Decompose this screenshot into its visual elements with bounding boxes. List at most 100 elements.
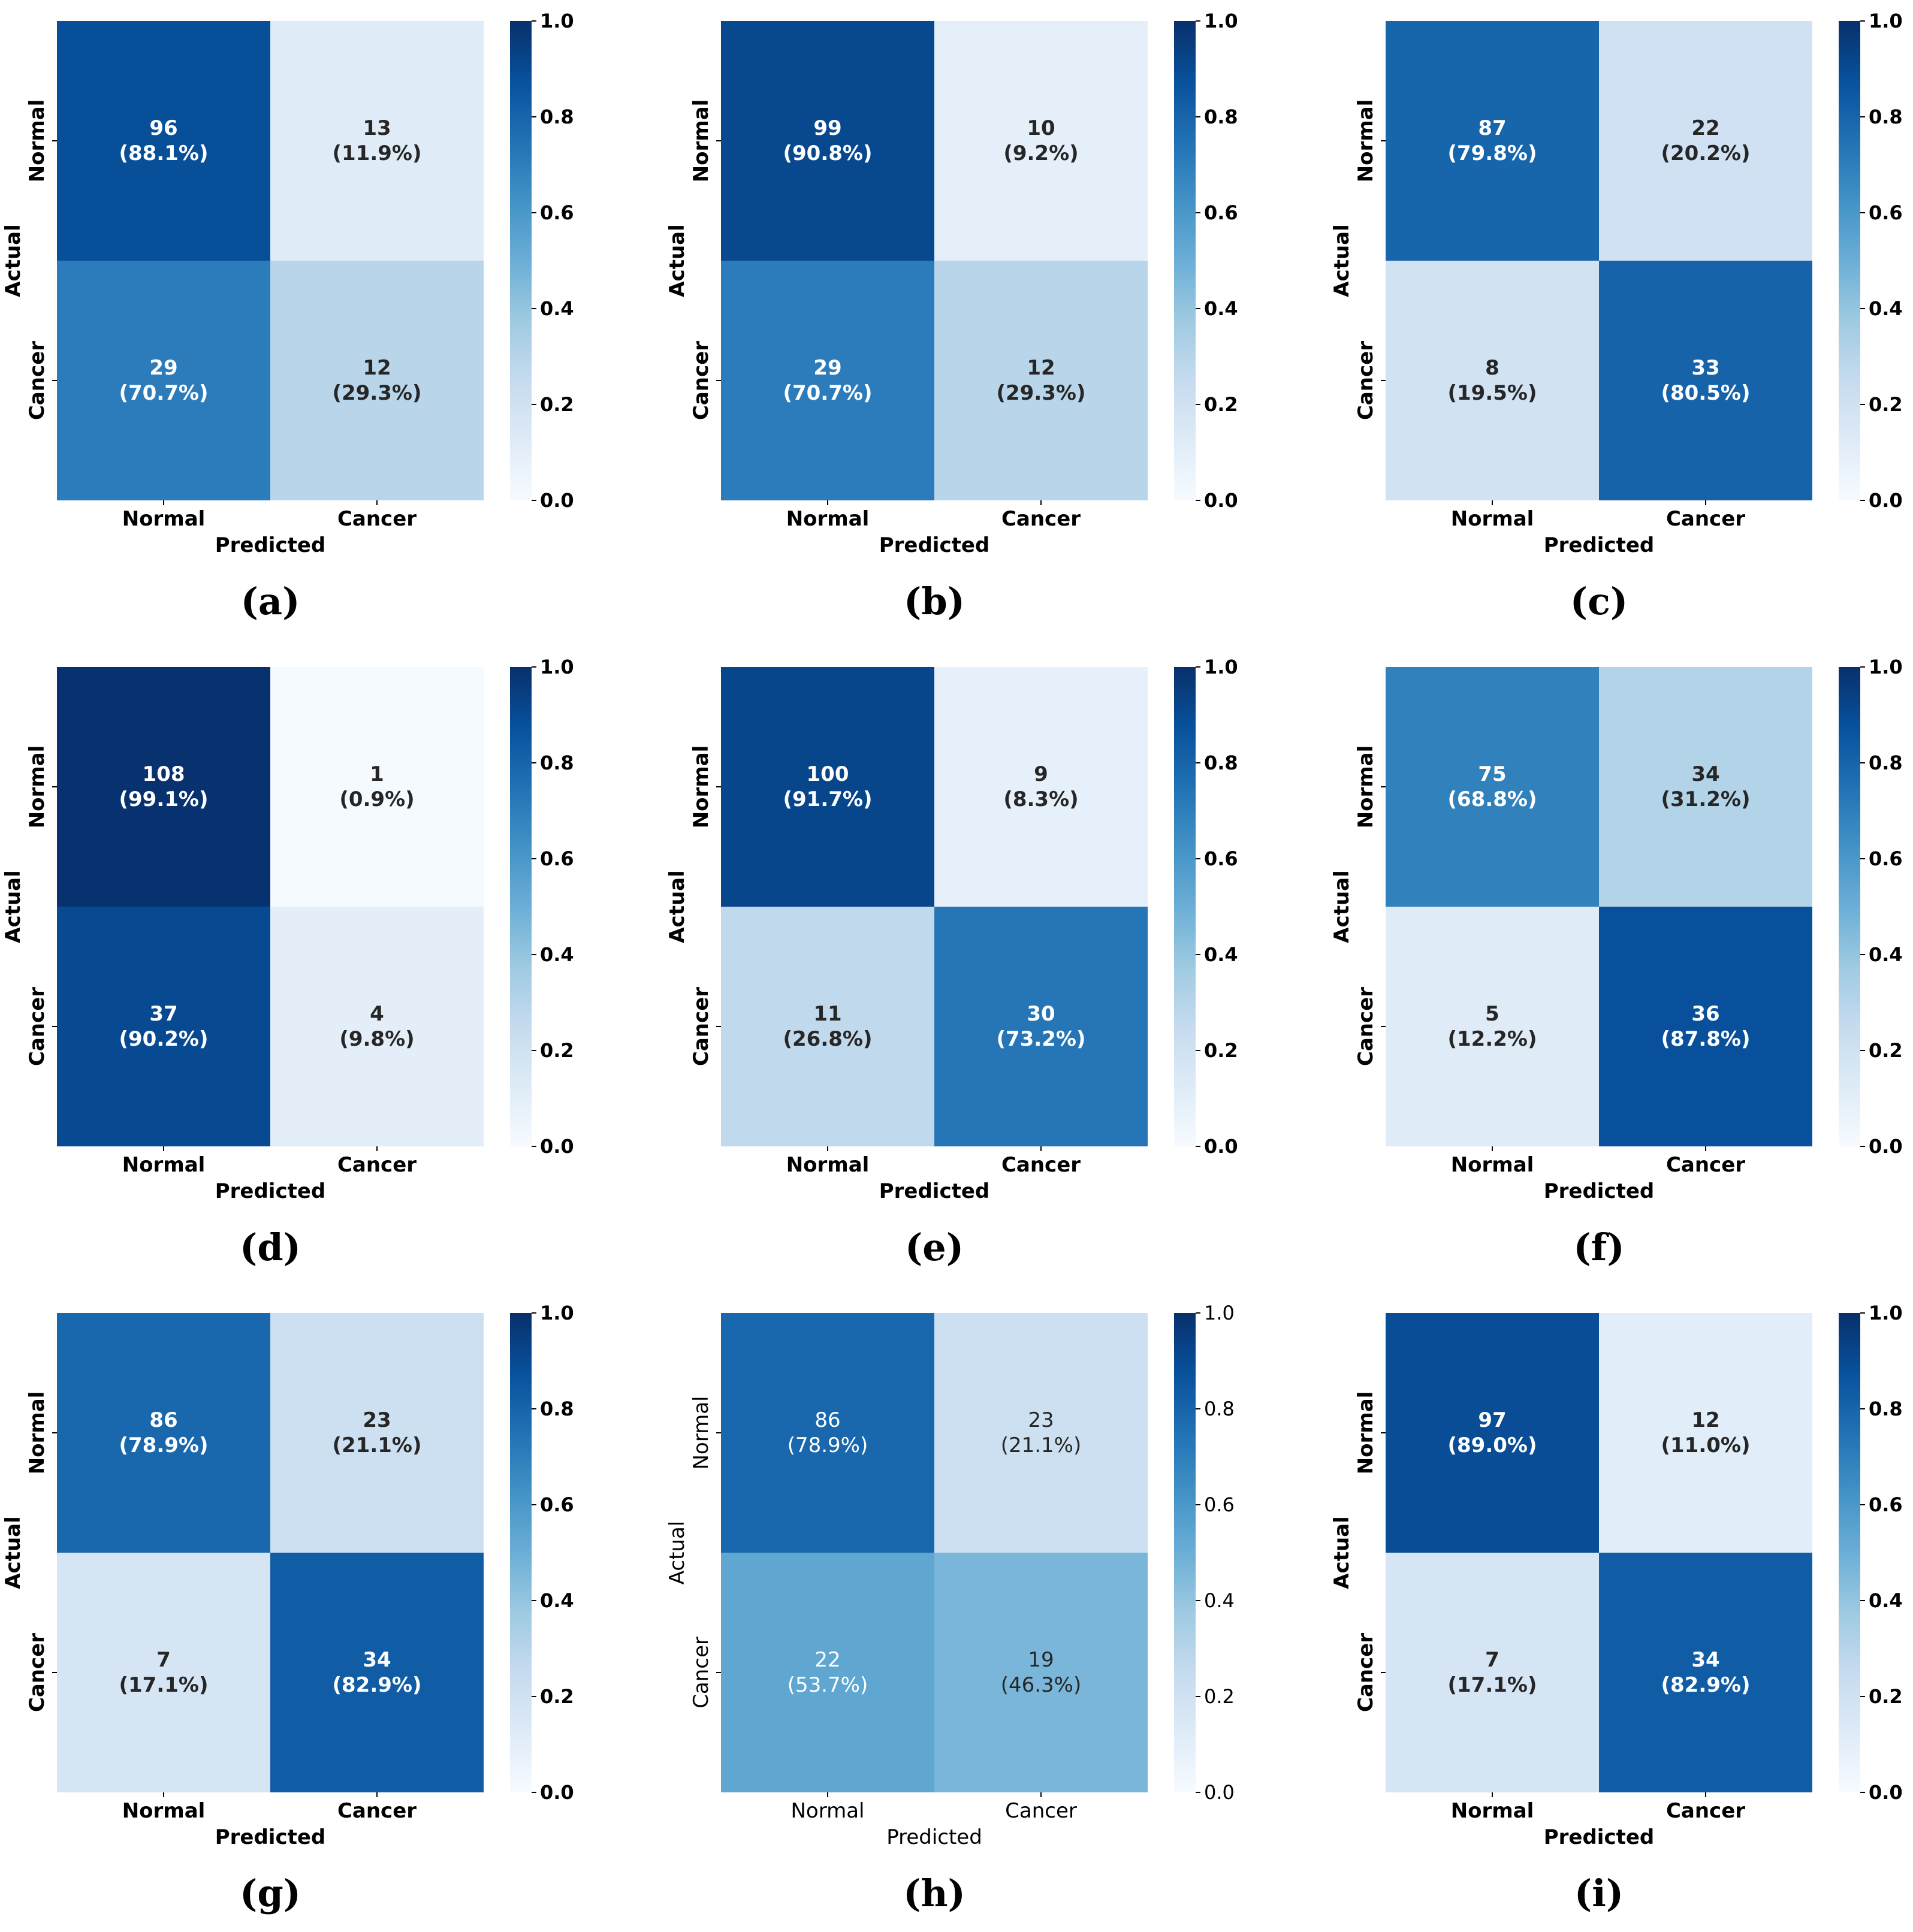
heatmap-cell: [1386, 1553, 1599, 1792]
panel-label: (i): [1574, 1871, 1624, 1915]
y-tick-label: Normal: [689, 1396, 713, 1469]
colorbar-tick-label: 0.0: [540, 489, 574, 512]
y-tick-label: Normal: [689, 745, 713, 829]
heatmap-cell: [270, 1313, 484, 1553]
cell-percent-label: (90.8%): [783, 141, 872, 165]
colorbar-tick-label: 0.2: [1869, 393, 1903, 416]
cell-count-label: 96: [149, 116, 177, 140]
cell-percent-label: (29.3%): [996, 381, 1085, 405]
colorbar-tick-label: 0.0: [1869, 1781, 1903, 1804]
cell-percent-label: (89.0%): [1447, 1433, 1537, 1457]
heatmap-cell: [1599, 907, 1812, 1146]
y-tick-label: Normal: [25, 1391, 49, 1475]
x-axis-label: Predicted: [879, 1179, 990, 1203]
x-tick-label: Cancer: [1666, 507, 1745, 531]
colorbar-tick-label: 1.0: [1204, 1302, 1235, 1324]
cell-percent-label: (12.2%): [1447, 1027, 1537, 1051]
heatmap-cell: [270, 667, 484, 907]
cell-count-label: 34: [1691, 762, 1719, 786]
cell-count-label: 97: [1478, 1408, 1506, 1432]
cell-count-label: 7: [1485, 1648, 1499, 1672]
y-tick-label: Normal: [25, 745, 49, 829]
colorbar-tick-label: 0.0: [1869, 489, 1903, 512]
cell-count-label: 34: [1691, 1648, 1719, 1672]
cell-count-label: 5: [1485, 1002, 1499, 1026]
colorbar-tick-label: 1.0: [540, 656, 574, 678]
x-axis-label: Predicted: [1544, 1825, 1655, 1849]
colorbar: [510, 667, 532, 1146]
colorbar-tick-label: 0.2: [1204, 1039, 1238, 1062]
colorbar-tick-label: 0.0: [1204, 1781, 1235, 1804]
cell-count-label: 86: [149, 1408, 177, 1432]
heatmap-cell: [721, 1313, 934, 1553]
y-tick-label: Normal: [25, 99, 49, 183]
cell-count-label: 33: [1691, 356, 1719, 380]
cell-count-label: 30: [1027, 1002, 1055, 1026]
colorbar-tick-label: 0.2: [1869, 1685, 1903, 1708]
x-tick-label: Normal: [790, 1799, 864, 1823]
y-axis-label: Actual: [665, 870, 689, 943]
x-axis-label: Predicted: [886, 1825, 982, 1849]
panel-label: (d): [240, 1225, 301, 1269]
cell-percent-label: (11.0%): [1661, 1433, 1750, 1457]
cell-count-label: 12: [1691, 1408, 1719, 1432]
y-tick-label: Cancer: [1354, 341, 1378, 420]
colorbar-tick-label: 0.2: [540, 1039, 574, 1062]
heatmap-cell: [721, 907, 934, 1146]
cell-percent-label: (9.8%): [339, 1027, 414, 1051]
x-axis-label: Predicted: [215, 1825, 326, 1849]
heatmap-cell: [934, 21, 1148, 261]
y-axis-label: Actual: [1, 1516, 25, 1589]
x-tick-label: Cancer: [1666, 1799, 1745, 1823]
cell-percent-label: (68.8%): [1447, 787, 1537, 811]
colorbar-tick-label: 0.4: [1869, 1589, 1903, 1612]
cell-count-label: 19: [1028, 1648, 1054, 1672]
cell-count-label: 36: [1691, 1002, 1719, 1026]
y-axis-label: Actual: [1, 870, 25, 943]
cell-count-label: 1: [370, 762, 384, 786]
colorbar-tick-label: 1.0: [540, 1302, 574, 1324]
heatmap-cell: [1599, 667, 1812, 907]
heatmap-cell: [721, 21, 934, 261]
y-tick-label: Cancer: [1354, 1633, 1378, 1712]
y-axis-label: Actual: [1330, 224, 1354, 297]
cell-percent-label: (70.7%): [119, 381, 208, 405]
colorbar-tick-label: 0.2: [540, 393, 574, 416]
heatmap-cell: [57, 667, 270, 907]
cell-count-label: 12: [363, 356, 391, 380]
heatmap-cell: [57, 21, 270, 261]
x-tick-label: Cancer: [337, 1799, 417, 1823]
cell-percent-label: (82.9%): [1661, 1673, 1750, 1697]
cell-count-label: 11: [813, 1002, 841, 1026]
heatmap-cell: [57, 261, 270, 500]
colorbar: [1839, 1313, 1860, 1792]
colorbar-tick-label: 0.8: [540, 1397, 574, 1420]
colorbar-tick-label: 0.0: [1204, 489, 1238, 512]
panel-label: (g): [240, 1871, 301, 1915]
cell-count-label: 29: [813, 356, 841, 380]
heatmap-cell: [934, 907, 1148, 1146]
heatmap-cell: [721, 1553, 934, 1792]
colorbar-tick-label: 0.2: [1204, 1685, 1235, 1708]
colorbar-tick-label: 0.4: [1204, 943, 1238, 966]
heatmap-cell: [721, 667, 934, 907]
x-axis-label: Predicted: [1544, 533, 1655, 557]
cell-count-label: 10: [1027, 116, 1055, 140]
x-axis-label: Predicted: [215, 533, 326, 557]
heatmap-cell: [934, 1313, 1148, 1553]
colorbar-tick-label: 0.6: [1869, 1493, 1903, 1516]
x-tick-label: Cancer: [1001, 1153, 1081, 1177]
heatmap-cell: [270, 1553, 484, 1792]
x-tick-label: Cancer: [1005, 1799, 1077, 1823]
panel-label: (f): [1573, 1225, 1624, 1269]
x-tick-label: Normal: [122, 1153, 206, 1177]
x-tick-label: Cancer: [337, 1153, 417, 1177]
cell-count-label: 29: [149, 356, 177, 380]
heatmap-cell: [934, 1553, 1148, 1792]
cell-percent-label: (20.2%): [1661, 141, 1750, 165]
cell-percent-label: (90.2%): [119, 1027, 208, 1051]
y-tick-label: Cancer: [25, 1633, 49, 1712]
cell-percent-label: (19.5%): [1447, 381, 1537, 405]
cell-count-label: 34: [363, 1648, 391, 1672]
cell-percent-label: (53.7%): [787, 1673, 868, 1697]
